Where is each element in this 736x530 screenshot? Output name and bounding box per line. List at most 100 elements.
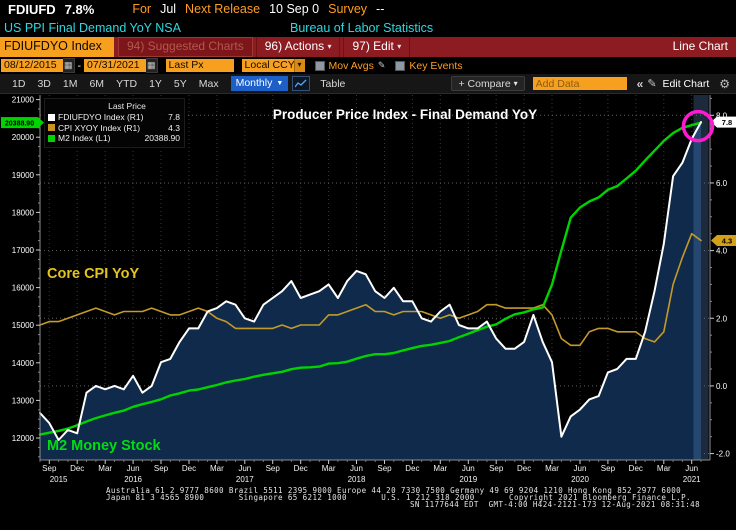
left-axis-tick-label: 15000: [12, 321, 35, 330]
current-period-highlight: [693, 95, 709, 460]
x-axis-year-label: 2021: [683, 475, 701, 484]
x-axis-month-label: Jun: [238, 464, 251, 473]
left-axis-tick-label: 14000: [12, 359, 35, 368]
x-axis-month-label: Mar: [657, 464, 671, 473]
key-events-checkbox[interactable]: [395, 60, 406, 71]
header-segment: Next Release: [185, 2, 261, 16]
end-date-input[interactable]: 07/31/2021: [84, 59, 147, 72]
cpi-series-label: Core CPI YoY: [47, 266, 140, 282]
left-axis-tick-label: 20000: [12, 133, 35, 142]
m2-axis-tag: [1, 117, 38, 129]
edit-chart-button[interactable]: Edit Chart: [662, 77, 710, 90]
header-segment: 7.8%: [64, 1, 95, 17]
x-axis-month-label: Sep: [266, 464, 281, 473]
right-axis-tick-label: 8.0: [716, 111, 728, 120]
x-axis-month-label: Dec: [70, 464, 84, 473]
collapse-panel-icon[interactable]: «: [636, 76, 644, 91]
x-axis-month-label: Sep: [154, 464, 169, 473]
left-axis-tick-label: 21000: [12, 96, 35, 105]
header-segment: --: [376, 2, 385, 16]
axis-tag-arrow: [711, 116, 717, 128]
price-field-select[interactable]: Last Px: [165, 59, 234, 72]
terminal-footer: Australia 61 2 9777 8600 Brazil 5511 239…: [0, 487, 736, 509]
range-button-1d[interactable]: 1D: [12, 77, 26, 90]
line-chart-type-button[interactable]: [292, 76, 311, 91]
legend-chip-ppi: [48, 113, 55, 121]
header-segment: Jul: [160, 2, 177, 16]
x-axis-month-label: Sep: [377, 464, 392, 473]
add-data-input[interactable]: [532, 77, 627, 90]
legend-label: CPI XYOY Index (R1): [58, 122, 141, 133]
compare-button[interactable]: + Compare ▾: [451, 76, 525, 91]
header-segment: For: [132, 2, 152, 16]
header-segment: 10 Sep 0: [269, 2, 320, 16]
calendar-icon[interactable]: ▦: [146, 58, 158, 73]
legend-label: FDIUFDYO Index (R1): [58, 112, 144, 122]
left-axis-tick-label: 17000: [12, 246, 35, 255]
footer-session-line: SN 1177644 EDT GMT-4:00 H424-2121-173 12…: [409, 500, 700, 509]
range-buttons: 1D 3D 1M 6M YTD 1Y 5Y Max: [0, 78, 219, 90]
range-button-3d[interactable]: 3D: [37, 77, 51, 90]
pencil-icon[interactable]: ✎: [377, 60, 386, 70]
m2-series-label: M2 Money Stock: [47, 438, 161, 454]
right-axis-tick-label: 2.0: [716, 314, 728, 323]
m2-line: [38, 121, 703, 436]
highlight-circle-annotation: [681, 109, 715, 143]
x-axis-year-label: 2019: [459, 475, 477, 484]
key-events-label[interactable]: Key Events: [409, 59, 463, 72]
caret-down-icon[interactable]: ▾: [293, 59, 305, 72]
header-segment: FDIUFD: [8, 1, 56, 17]
mov-avgs-label[interactable]: Mov Avgs: [328, 59, 374, 72]
left-axis-tick-label: 19000: [12, 171, 35, 180]
chart-legend[interactable]: Last Price FDIUFDYO Index (R1) 7.8 CPI X…: [44, 98, 185, 148]
range-button-1y[interactable]: 1Y: [149, 77, 162, 90]
x-axis-year-label: 2020: [571, 475, 589, 484]
x-axis-month-label: Mar: [322, 464, 336, 473]
x-axis-month-label: Jun: [574, 464, 587, 473]
start-date-input[interactable]: 08/12/2015: [1, 59, 63, 72]
x-axis-year-label: 2018: [348, 475, 366, 484]
data-source-label: Bureau of Labor Statistics: [290, 20, 434, 35]
x-axis-month-label: Dec: [517, 464, 531, 473]
caret-down-icon: ▼: [276, 80, 284, 87]
chart-toolbar: 1D 3D 1M 6M YTD 1Y 5Y Max Monthly ▼ Table + Comp…: [0, 74, 736, 94]
x-axis-month-label: Jun: [685, 464, 698, 473]
x-axis-month-label: Mar: [433, 464, 447, 473]
chart-title: Producer Price Index - Final Demand YoY: [272, 107, 538, 122]
x-axis-month-label: Jun: [127, 464, 140, 473]
x-axis-month-label: Sep: [489, 464, 504, 473]
range-button-5y[interactable]: 5Y: [173, 77, 187, 90]
x-axis-month-label: Dec: [182, 464, 196, 473]
legend-item-cpi[interactable]: CPI XYOY Index (R1) 4.3: [48, 123, 180, 134]
period-select[interactable]: Monthly ▼: [230, 76, 289, 91]
table-button[interactable]: Table: [320, 77, 346, 90]
x-axis-month-label: Dec: [294, 464, 308, 473]
view-mode-label: Line Chart: [672, 39, 728, 53]
actions-menu-button[interactable]: 96) Actions ▾: [255, 37, 341, 57]
calendar-icon[interactable]: ▦: [63, 58, 75, 73]
svg-text:7.8: 7.8: [722, 118, 732, 127]
last-price-axis-tag: [717, 116, 736, 128]
range-button-1m[interactable]: 1M: [62, 77, 78, 90]
mov-avgs-checkbox[interactable]: [314, 60, 325, 71]
last-price-axis-tag: [717, 235, 736, 246]
legend-item-m2[interactable]: M2 Index (L1) 20388.90: [48, 133, 180, 144]
currency-select[interactable]: Local CCY: [241, 59, 295, 72]
right-axis-tick-label: -2.0: [716, 450, 730, 459]
chart-controls-row: 08/12/2015 ▦ - 07/31/2021 ▦ Last Px Local …: [0, 57, 736, 74]
security-description-row: US PPI Final Demand YoY NSA Bureau of La…: [0, 18, 736, 37]
range-button-6m[interactable]: 6M: [89, 77, 105, 90]
range-button-ytd[interactable]: YTD: [116, 77, 138, 90]
legend-chip-cpi: [48, 124, 55, 132]
legend-item-ppi[interactable]: FDIUFDYO Index (R1) 7.8: [48, 112, 180, 123]
gear-icon[interactable]: ⚙: [719, 76, 730, 91]
security-ticker-tab[interactable]: FDIUFDYO Index: [0, 37, 114, 57]
edit-menu-button[interactable]: 97) Edit ▾: [343, 37, 411, 57]
line-chart-icon: [295, 79, 307, 88]
x-axis-month-label: Mar: [545, 464, 559, 473]
svg-text:20388.90: 20388.90: [5, 120, 34, 127]
svg-text:4.3: 4.3: [722, 237, 732, 246]
suggested-charts-button[interactable]: 94) Suggested Charts: [118, 37, 253, 57]
range-button-max[interactable]: Max: [198, 77, 219, 90]
